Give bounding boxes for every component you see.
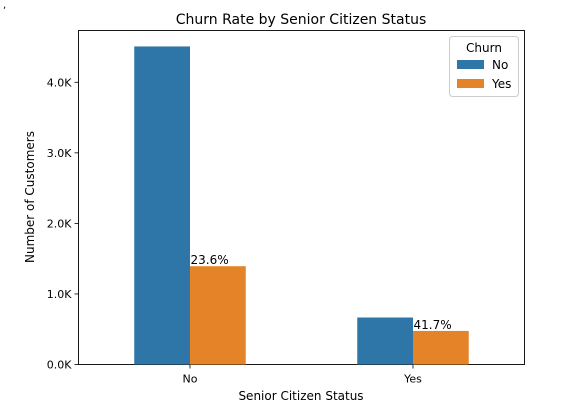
- stray-mark: ,: [3, 0, 7, 11]
- bar-no-yes: [357, 317, 413, 365]
- legend-swatch-no: [457, 60, 484, 69]
- x-axis-label: Senior Citizen Status: [238, 389, 363, 403]
- bar-yes-no: [190, 266, 246, 365]
- y-tick-label: 1.0K: [47, 288, 72, 301]
- y-tick-label: 0.0K: [47, 359, 72, 372]
- x-tick-label-yes: Yes: [403, 373, 422, 386]
- legend-label-no: No: [492, 58, 508, 72]
- legend-swatch-yes: [457, 79, 484, 88]
- legend-label-yes: Yes: [491, 77, 511, 91]
- x-tick-label-no: No: [183, 373, 198, 386]
- y-tick-label: 2.0K: [47, 217, 72, 230]
- bar-no-no: [134, 46, 190, 365]
- legend-title: Churn: [466, 41, 502, 55]
- legend: Churn No Yes: [449, 36, 519, 97]
- data-label-yes: 41.7%: [414, 318, 452, 332]
- data-label-no: 23.6%: [191, 253, 229, 267]
- plot-area-frame: [78, 30, 525, 365]
- bar-yes-yes: [413, 330, 469, 365]
- y-axis-label: Number of Customers: [23, 131, 37, 263]
- chart-title: Churn Rate by Senior Citizen Status: [176, 12, 427, 28]
- y-tick-label: 4.0K: [47, 76, 72, 89]
- y-tick-label: 3.0K: [47, 147, 72, 160]
